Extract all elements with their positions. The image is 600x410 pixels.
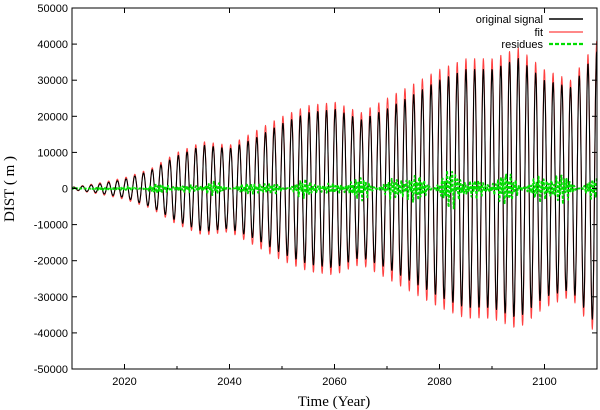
y-tick-label: -10000 (34, 220, 68, 232)
y-tick-label: -40000 (34, 328, 68, 340)
y-tick-label: 0 (62, 184, 68, 196)
x-tick-label: 2080 (427, 376, 451, 388)
ticks-layer: 2020 2040 2060 2080 2100 -50000 -40000 -30000 -2… (34, 3, 598, 388)
x-tick-label: 2060 (322, 376, 346, 388)
x-tick-label: 2100 (532, 376, 556, 388)
y-tick-label: 30000 (37, 75, 68, 87)
x-tick-label: 2020 (112, 376, 136, 388)
series-layer (71, 40, 598, 330)
y-tick-label: 40000 (37, 39, 68, 51)
y-axis-title: DIST ( m ) (2, 156, 18, 222)
series-line-residues (71, 169, 598, 211)
y-tick-label: -30000 (34, 292, 68, 304)
legend-label-fit: fit (534, 27, 543, 39)
legend-label-original-signal: original signal (476, 14, 543, 26)
y-tick-label: 10000 (37, 147, 68, 159)
x-axis-title: Time (Year) (298, 394, 371, 410)
x-tick-label: 2040 (217, 376, 241, 388)
legend-label-residues: residues (501, 39, 543, 51)
legend: original signal fit residues (476, 14, 583, 51)
y-tick-label: -50000 (34, 364, 68, 376)
y-tick-label: 50000 (37, 3, 68, 15)
y-tick-label: -20000 (34, 256, 68, 268)
series-line-original-signal (71, 51, 598, 320)
y-tick-label: 20000 (37, 111, 68, 123)
